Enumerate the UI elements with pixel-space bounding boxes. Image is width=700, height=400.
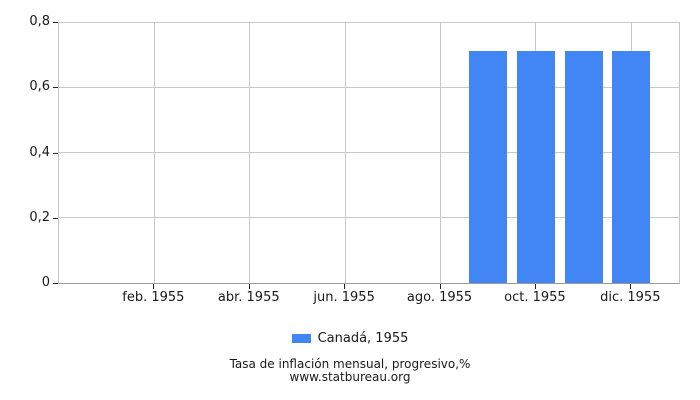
bar-month-10: [516, 51, 555, 283]
h-gridline-0,6: [59, 86, 679, 88]
legend: Canadá, 1955: [0, 331, 700, 346]
v-gridline-abr. 1955: [249, 22, 251, 283]
x-tick-mark: [344, 284, 346, 289]
chart-footer: Tasa de inflación mensual, progresivo,% …: [0, 358, 700, 384]
bar-month-9: [469, 51, 508, 283]
x-tick-mark: [439, 284, 441, 289]
x-axis-label-dic. 1955: dic. 1955: [600, 290, 661, 305]
plot-area: [58, 22, 680, 284]
y-axis-label-0,8: 0,8: [29, 14, 50, 29]
y-axis-label-0,2: 0,2: [29, 209, 50, 225]
y-axis-label-0: 0: [41, 275, 50, 290]
chart-source: www.statbureau.org: [289, 370, 411, 384]
bar-month-11: [564, 51, 603, 283]
bar-month-12: [612, 51, 651, 283]
x-axis-label-oct. 1955: oct. 1955: [504, 290, 566, 305]
y-tick-mark: [53, 152, 58, 154]
legend-label: Canadá, 1955: [317, 331, 409, 346]
y-tick-mark: [53, 22, 58, 23]
v-gridline-jun. 1955: [344, 22, 346, 283]
x-tick-mark: [534, 284, 536, 289]
y-tick-mark: [53, 283, 58, 284]
x-axis-label-feb. 1955: feb. 1955: [122, 290, 185, 305]
h-gridline-0,4: [59, 152, 679, 153]
y-tick-mark: [53, 87, 58, 89]
h-gridline-0,2: [59, 217, 679, 219]
x-axis-label-ago. 1955: ago. 1955: [406, 290, 473, 305]
x-tick-mark: [630, 284, 632, 289]
x-axis-label-jun. 1955: jun. 1955: [313, 290, 375, 305]
x-axis-label-abr. 1955: abr. 1955: [217, 290, 280, 305]
y-axis-label-0,6: 0,6: [29, 79, 50, 95]
v-gridline-ago. 1955: [440, 22, 442, 283]
y-axis-label-0,4: 0,4: [29, 144, 50, 160]
y-tick-mark: [53, 217, 58, 219]
chart-title: Tasa de inflación mensual, progresivo,%: [229, 357, 471, 371]
x-tick-mark: [153, 284, 155, 289]
v-gridline-feb. 1955: [153, 22, 155, 283]
h-gridline-0,8: [59, 22, 679, 23]
legend-swatch: [291, 334, 311, 343]
x-tick-mark: [248, 284, 250, 289]
